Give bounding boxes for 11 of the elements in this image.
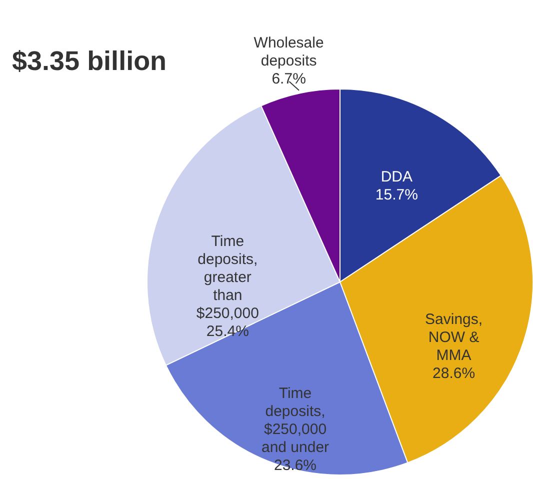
chart-title: $3.35 billion: [12, 46, 167, 76]
data-label: 28.6%: [432, 364, 476, 382]
data-label: 25.4%: [206, 322, 249, 340]
slice-label: Savings, NOW & MMA: [425, 310, 483, 364]
data-label: 23.6%: [274, 456, 317, 474]
slice-label: Time deposits, greater than $250,000: [196, 232, 259, 322]
slice-label: Wholesale deposits: [254, 34, 324, 70]
slice-label: Time deposits, $250,000 and under: [261, 384, 330, 456]
data-label: 15.7%: [375, 186, 418, 204]
slice-label: DDA: [380, 168, 412, 186]
data-label: 6.7%: [272, 70, 306, 88]
